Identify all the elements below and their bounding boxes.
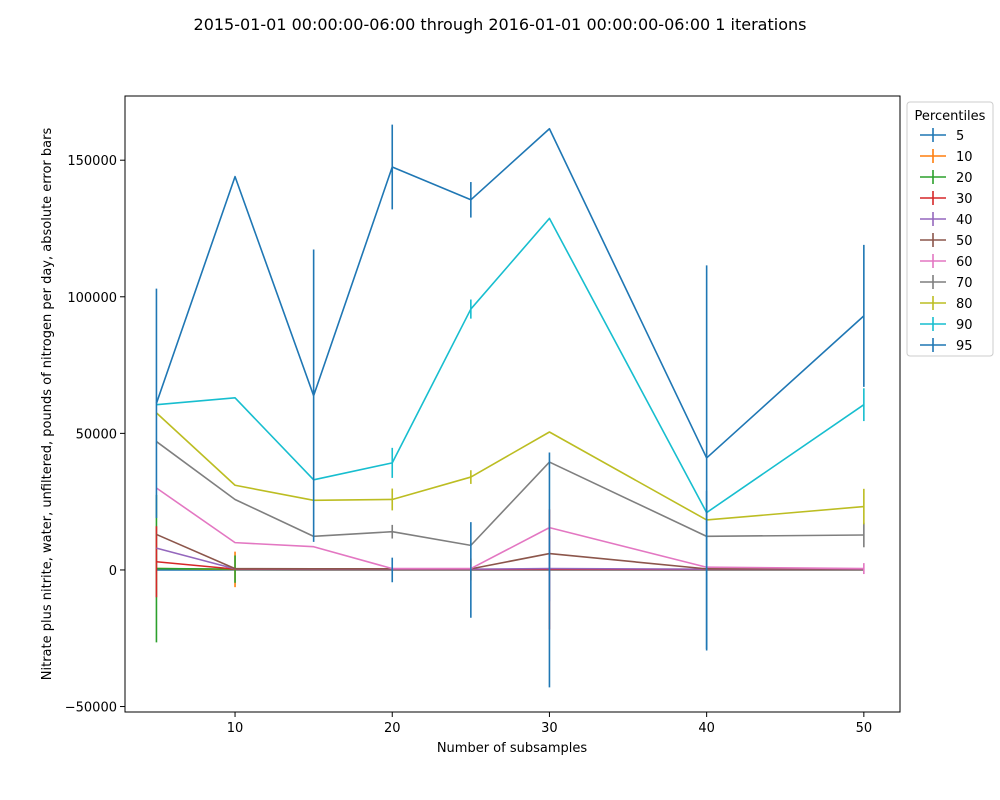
x-axis: 10 20 30 40 50 <box>227 712 872 736</box>
series-line-70 <box>155 440 864 547</box>
legend-label: 40 <box>956 213 973 228</box>
x-tick-label: 10 <box>227 721 244 736</box>
legend-item: 70 <box>920 275 973 291</box>
legend-item: 5 <box>920 128 964 144</box>
legend-item: 20 <box>920 170 973 186</box>
plot-area <box>124 95 901 713</box>
legend-label: 90 <box>956 318 973 333</box>
legend-label: 80 <box>956 297 973 312</box>
axes-frame <box>124 95 901 713</box>
legend-item: 50 <box>920 233 973 249</box>
legend-label: 60 <box>956 255 973 270</box>
y-tick-label: −50000 <box>65 701 117 716</box>
legend: Percentiles 5 10 20 30 40 50 60 70 80 90 95 <box>906 101 994 357</box>
x-tick-label: 30 <box>541 721 558 736</box>
chart-title: 2015-01-01 00:00:00-06:00 through 2016-0… <box>194 15 807 34</box>
legend-title: Percentiles <box>915 109 986 124</box>
y-axis: −50000 0 50000 100000 150000 <box>65 154 125 716</box>
y-tick-label: 50000 <box>76 427 117 442</box>
x-tick-label: 40 <box>698 721 715 736</box>
x-axis-label: Number of subsamples <box>437 741 588 756</box>
legend-label: 5 <box>956 129 964 144</box>
legend-label: 10 <box>956 150 973 165</box>
x-tick-label: 50 <box>856 721 873 736</box>
legend-items: 5 10 20 30 40 50 60 70 80 90 95 <box>920 128 973 354</box>
legend-item: 90 <box>920 317 973 333</box>
legend-item: 30 <box>920 191 973 207</box>
y-axis-label: Nitrate plus nitrite, water, unfiltered,… <box>40 128 55 681</box>
series-80 <box>155 412 865 525</box>
legend-label: 30 <box>956 192 973 207</box>
legend-item: 95 <box>920 338 973 354</box>
series-line-95 <box>155 127 865 459</box>
series-line-60 <box>155 487 864 570</box>
legend-label: 50 <box>956 234 973 249</box>
y-tick-label: 150000 <box>67 154 117 169</box>
legend-label: 95 <box>956 339 973 354</box>
legend-item: 40 <box>920 212 973 228</box>
y-tick-label: 0 <box>109 564 117 579</box>
legend-item: 60 <box>920 254 973 270</box>
series-group <box>155 124 865 688</box>
x-tick-label: 20 <box>384 721 401 736</box>
legend-frame <box>906 101 994 357</box>
legend-item: 80 <box>920 296 973 312</box>
y-tick-label: 100000 <box>67 291 117 306</box>
legend-label: 70 <box>956 276 973 291</box>
legend-label: 20 <box>956 171 973 186</box>
series-90 <box>156 217 865 514</box>
series-line-80 <box>155 412 864 521</box>
series-70 <box>155 440 865 548</box>
series-line-90 <box>156 217 865 514</box>
series-60 <box>155 487 865 575</box>
legend-item: 10 <box>920 149 973 165</box>
